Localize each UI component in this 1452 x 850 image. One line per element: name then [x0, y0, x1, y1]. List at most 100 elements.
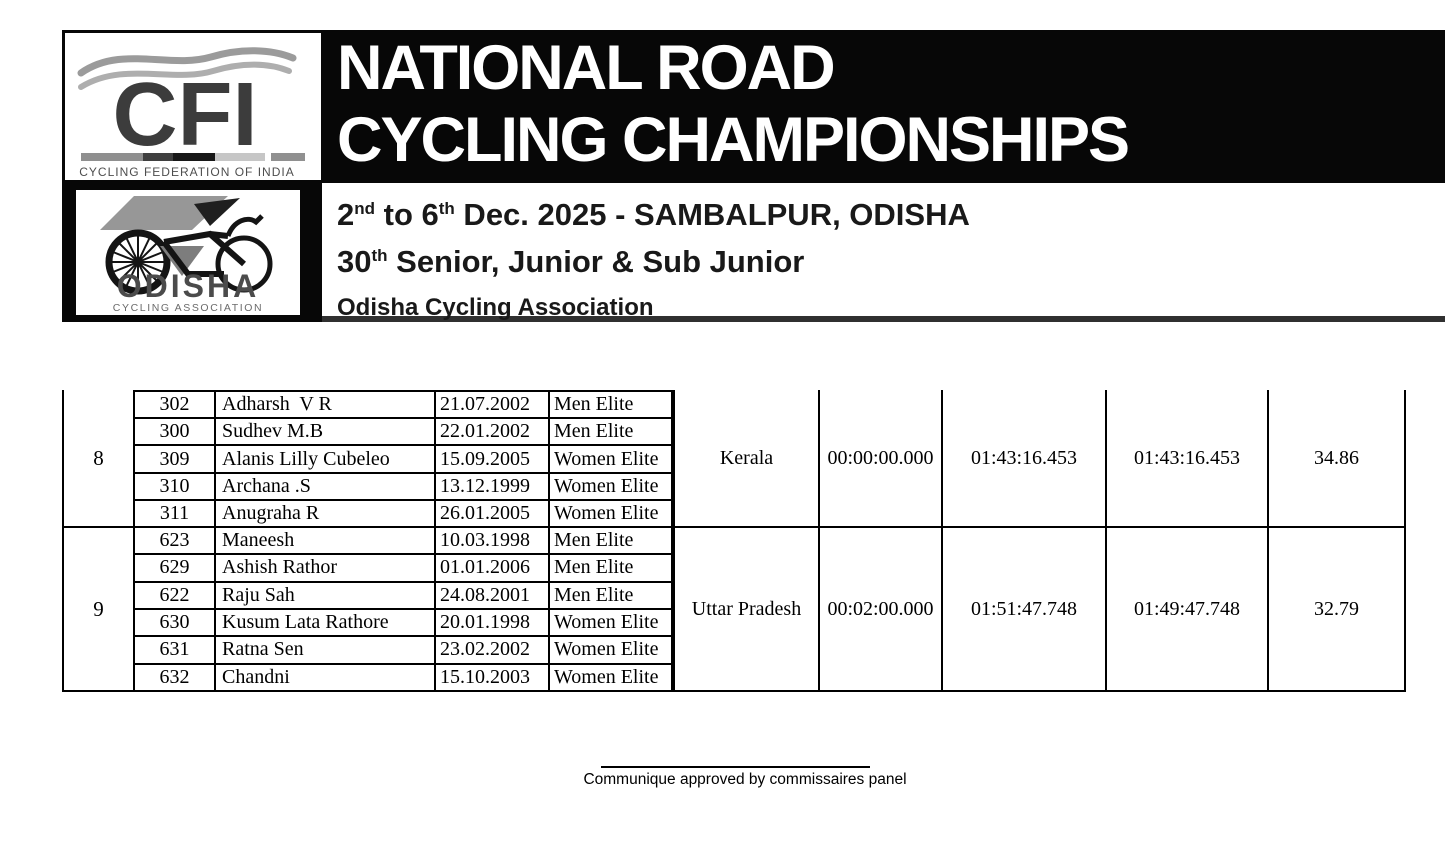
rider-bib: 631	[159, 638, 190, 661]
title-line-2: CYCLING CHAMPIONSHIPS	[337, 105, 1130, 175]
rider-row: 631 Ratna Sen 23.02.2002 Women Elite	[135, 637, 671, 665]
team-rank: 8	[62, 390, 133, 526]
rider-bib: 622	[159, 583, 190, 606]
rider-bib: 630	[159, 611, 190, 634]
rider-dob: 20.01.1998	[434, 609, 548, 636]
rider-name: Ratna Sen	[214, 637, 434, 663]
rider-name: Adharsh V R	[214, 392, 434, 418]
rider-bib: 300	[159, 420, 190, 443]
ordinal-suffix: th	[371, 246, 388, 265]
event-association: Odisha Cycling Association	[337, 294, 654, 321]
rider-bib: 632	[159, 665, 190, 688]
table-row-team-8: 8 302 Adharsh V R 21.07.2002 Men Elite 3…	[62, 390, 1406, 528]
rider-dob: 23.02.2002	[434, 637, 548, 663]
team-finish-time: 01:43:16.453	[941, 390, 1105, 526]
rider-category: Men Elite	[548, 528, 671, 554]
rider-category: Women Elite	[548, 664, 671, 690]
odisha-logo-graphic: ODISHA CYCLING ASSOCIATION	[100, 196, 273, 314]
event-edition: 30th Senior, Junior & Sub Junior	[337, 244, 805, 279]
cfi-logo-graphic: CFI CYCLING FEDERATION OF INDIA	[77, 47, 305, 179]
rider-category: Women Elite	[548, 637, 671, 663]
team-net-time: 01:43:16.453	[1105, 390, 1267, 526]
rider-category: Men Elite	[548, 582, 671, 608]
rider-dob: 15.10.2003	[434, 664, 548, 690]
rider-row: 629 Ashish Rathor 01.01.2006 Men Elite	[135, 555, 671, 583]
cfi-logo: CFI CYCLING FEDERATION OF INDIA	[65, 33, 321, 180]
rider-bib: 311	[159, 501, 190, 524]
rider-row: 630 Kusum Lata Rathore 20.01.1998 Women …	[135, 609, 671, 638]
rider-row: 622 Raju Sah 24.08.2001 Men Elite	[135, 582, 671, 610]
event-banner: ODISHA CYCLING ASSOCIATION 2nd to 6th De…	[62, 183, 1445, 322]
odisha-logo-panel: ODISHA CYCLING ASSOCIATION	[62, 183, 322, 322]
rider-dob: 21.07.2002	[434, 392, 548, 418]
team-avg-speed: 32.79	[1267, 528, 1406, 690]
rider-name: Sudhev M.B	[214, 419, 434, 445]
rider-dob: 15.09.2005	[434, 446, 548, 472]
rider-name: Kusum Lata Rathore	[214, 609, 434, 636]
cfi-stripe-bar	[81, 153, 305, 161]
rider-bib: 309	[159, 447, 190, 470]
rider-category: Women Elite	[548, 446, 671, 472]
rider-dob: 10.03.1998	[434, 528, 548, 554]
signature-line	[601, 766, 870, 768]
team-finish-time: 01:51:47.748	[941, 528, 1105, 690]
rider-name: Chandni	[214, 664, 434, 690]
cfi-acronym: CFI	[113, 65, 258, 165]
rider-category: Women Elite	[548, 609, 671, 636]
rider-sub-table: 302 Adharsh V R 21.07.2002 Men Elite 300…	[133, 390, 673, 527]
rider-sub-table: 623 Maneesh 10.03.1998 Men Elite 629 Ash…	[133, 528, 673, 690]
team-rank: 9	[62, 528, 133, 690]
odisha-logo: ODISHA CYCLING ASSOCIATION	[76, 190, 300, 315]
rider-name: Anugraha R	[214, 500, 434, 527]
rider-row: 632 Chandni 15.10.2003 Women Elite	[135, 664, 671, 690]
rider-name: Archana .S	[214, 473, 434, 499]
rider-row: 623 Maneesh 10.03.1998 Men Elite	[135, 528, 671, 556]
rider-category: Men Elite	[548, 419, 671, 445]
title-banner: CFI CYCLING FEDERATION OF INDIA NATIONAL…	[62, 30, 1445, 183]
ordinal-suffix: nd	[354, 199, 376, 218]
rider-row: 302 Adharsh V R 21.07.2002 Men Elite	[135, 392, 671, 420]
rider-bib: 310	[159, 474, 190, 497]
approval-note: Communique approved by commissaires pane…	[583, 771, 907, 788]
rider-name: Raju Sah	[214, 582, 434, 608]
rider-name: Ashish Rathor	[214, 555, 434, 581]
odisha-bicycle	[105, 214, 273, 295]
team-start-offset: 00:00:00.000	[818, 390, 941, 526]
event-date-location: 2nd to 6th Dec. 2025 - SAMBALPUR, ODISHA	[337, 197, 970, 232]
ordinal-suffix: th	[438, 199, 455, 218]
cfi-swoosh-bottom	[78, 61, 292, 90]
rider-dob: 01.01.2006	[434, 555, 548, 581]
team-state: Kerala	[673, 390, 818, 526]
rider-category: Men Elite	[548, 555, 671, 581]
rider-dob: 13.12.1999	[434, 473, 548, 499]
cfi-swoosh-top	[77, 47, 297, 77]
cfi-caption: CYCLING FEDERATION OF INDIA	[79, 165, 294, 179]
rider-dob: 24.08.2001	[434, 582, 548, 608]
table-row-team-9: 9 623 Maneesh 10.03.1998 Men Elite 629 A…	[62, 528, 1406, 692]
rider-category: Women Elite	[548, 500, 671, 527]
title-line-1: NATIONAL ROAD	[337, 33, 836, 103]
odisha-dart-shape	[194, 198, 240, 226]
championship-header: CFI CYCLING FEDERATION OF INDIA NATIONAL…	[62, 30, 1445, 322]
rider-dob: 26.01.2005	[434, 500, 548, 527]
team-avg-speed: 34.86	[1267, 390, 1406, 526]
team-net-time: 01:49:47.748	[1105, 528, 1267, 690]
rider-dob: 22.01.2002	[434, 419, 548, 445]
rider-row: 310 Archana .S 13.12.1999 Women Elite	[135, 473, 671, 501]
page-title: NATIONAL ROAD CYCLING CHAMPIONSHIPS	[337, 32, 1130, 176]
rider-row: 300 Sudhev M.B 22.01.2002 Men Elite	[135, 419, 671, 447]
odisha-wordmark: ODISHA	[117, 268, 259, 304]
rider-bib: 302	[159, 393, 190, 416]
rider-bib: 623	[159, 529, 190, 552]
odisha-caption: CYCLING ASSOCIATION	[113, 302, 263, 314]
rider-name: Maneesh	[214, 528, 434, 554]
team-results-table: 8 302 Adharsh V R 21.07.2002 Men Elite 3…	[62, 390, 1406, 692]
rider-category: Men Elite	[548, 392, 671, 418]
rider-row: 309 Alanis Lilly Cubeleo 15.09.2005 Wome…	[135, 446, 671, 474]
rider-name: Alanis Lilly Cubeleo	[214, 446, 434, 472]
rider-bib: 629	[159, 556, 190, 579]
team-start-offset: 00:02:00.000	[818, 528, 941, 690]
rider-row: 311 Anugraha R 26.01.2005 Women Elite	[135, 500, 671, 527]
team-state: Uttar Pradesh	[673, 528, 818, 690]
